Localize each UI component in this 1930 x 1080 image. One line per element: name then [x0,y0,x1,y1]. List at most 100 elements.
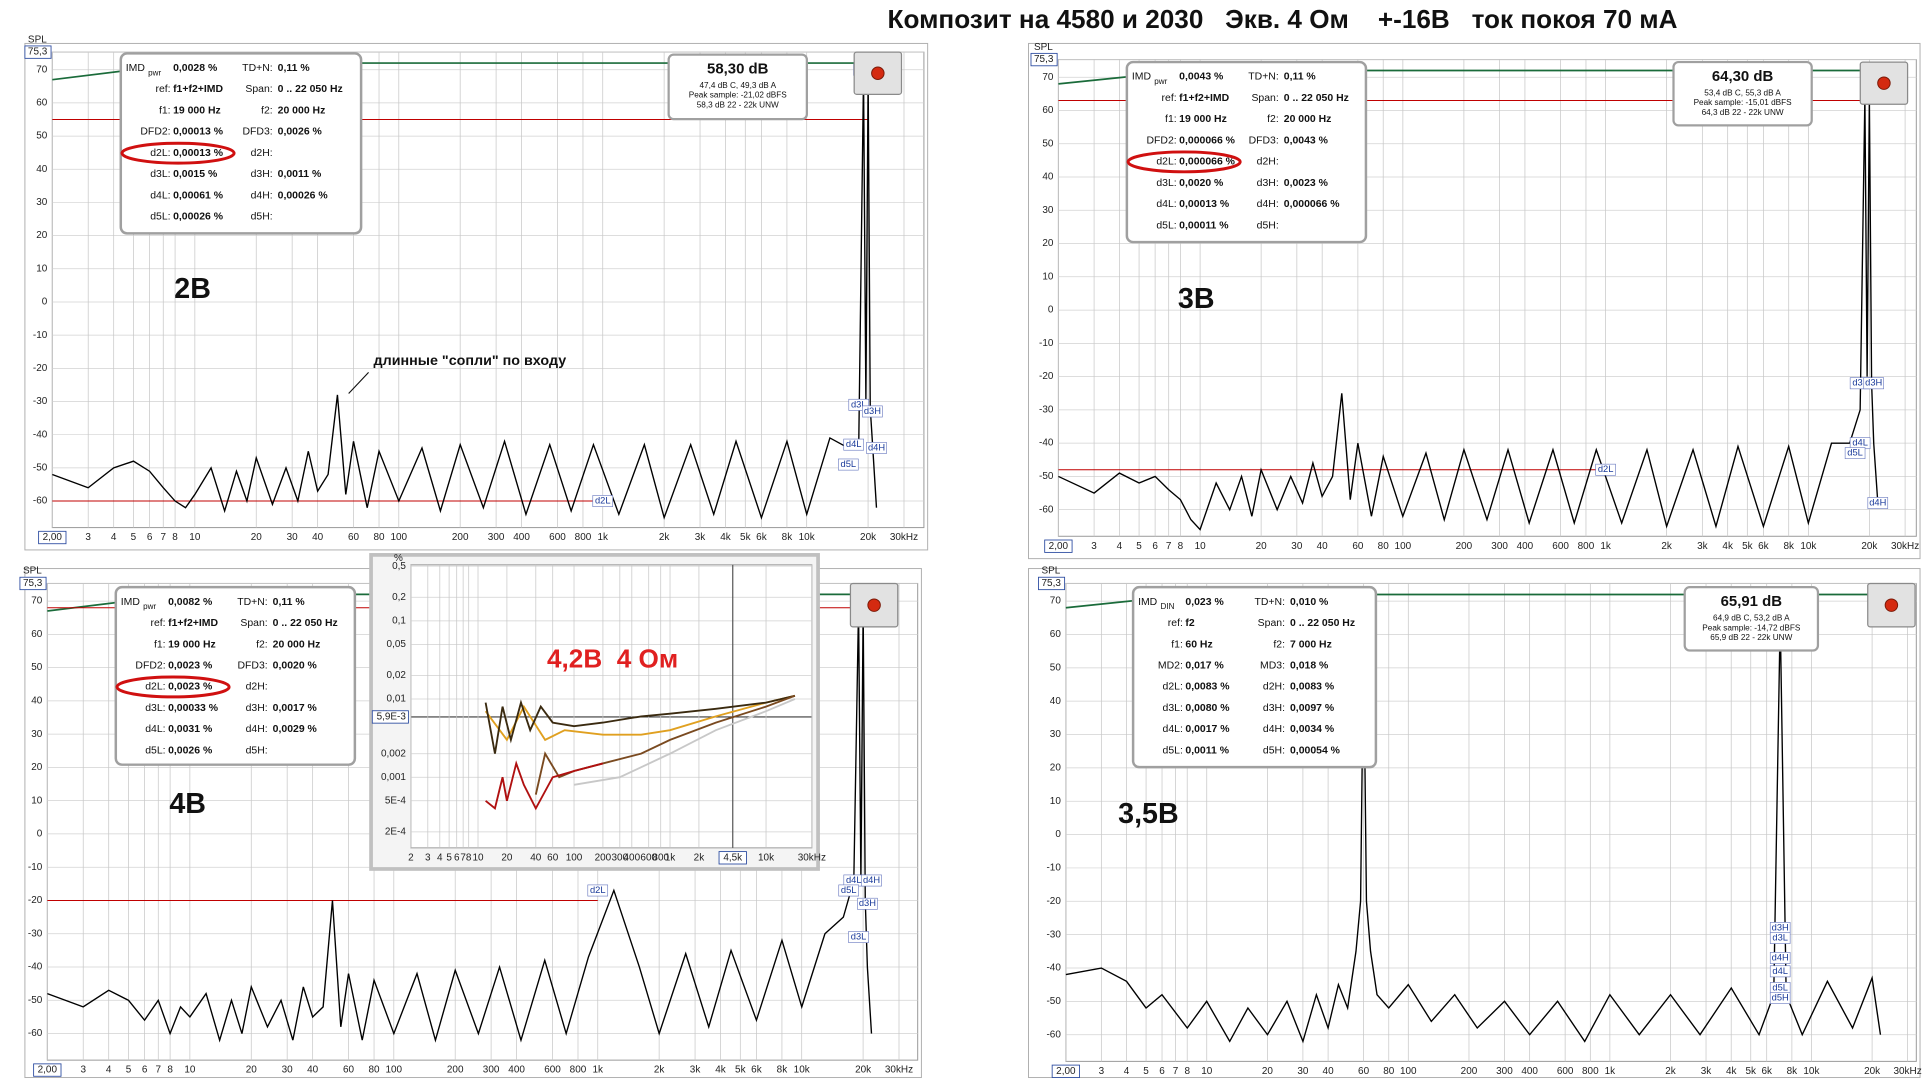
y-tick-label: 5,9E-3 [377,712,407,723]
x-tick-label: 7 [460,852,466,863]
marker-box [866,442,887,454]
y-tick-label: 40 [31,696,43,707]
info-value: 60 Hz [1185,639,1212,650]
x-tick-label: 20 [1256,541,1268,552]
y-tick-label: -50 [28,995,43,1006]
x-tick-label: 30 [287,532,299,543]
tick-box [38,530,67,545]
x-tick-label: 3k [1701,1066,1712,1077]
info-label: TD+N: [237,597,267,608]
info-label: f2: [256,639,268,650]
info-value: f1+f2+IMD [1179,93,1229,104]
tick-box [1030,52,1058,67]
info-value: 0,00026 % [278,190,328,201]
info-value: 0,0080 % [1185,703,1229,714]
info-value: 0,0023 % [168,682,212,693]
x-tick-label: 200 [1456,541,1473,552]
marker-box [1844,447,1866,460]
info-label: d2L: [1156,157,1176,168]
info-value: 0,0083 % [1290,682,1334,693]
marker-box [843,438,864,451]
info-label: ref: [155,84,170,95]
info-label: TD+N: [1255,597,1285,608]
info-value: 0,000066 % [1179,135,1235,146]
info-value: 0,11 % [278,63,310,74]
info-value: 0,0015 % [173,169,217,180]
info-value: 0,0026 % [278,127,322,138]
x-tick-label: 10k [1803,1066,1819,1077]
tick-box [718,851,747,865]
y-tick-label: -40 [1039,438,1054,449]
info-value: 0,010 % [1290,597,1328,608]
info-value: 0,0026 % [168,745,212,756]
info-label: f1: [154,639,166,650]
marker-label: d3H [1865,378,1882,388]
x-tick-label: 6k [1758,541,1769,552]
info-value: 0,00026 % [173,212,223,223]
x-tick-label: 7 [160,532,166,543]
y-tick-label: 70 [31,596,43,607]
info-label: f2: [1273,639,1285,650]
info-value: 0,0023 % [168,661,212,672]
x-tick-label: 40 [1323,1066,1335,1077]
marker-box [862,405,883,418]
info-value: 0,0023 % [1284,178,1328,189]
marker-label: d4H [1869,497,1886,507]
marker-label: d4H [1772,952,1789,962]
marker-label: d3H [864,406,881,416]
y-tick-label: 0 [1048,305,1054,316]
marker-label: d3H [1772,922,1789,932]
info-label: d3L: [1156,178,1176,189]
info-value: 0,0011 % [1185,745,1229,756]
x-tick-label: 4k [720,532,731,543]
marker-label: d4L [846,875,862,885]
y-tick-label: 0 [37,829,43,840]
spectrum [47,607,873,1043]
info-value: 20 000 Hz [1284,114,1332,125]
x-tick-label: 5 [1143,1066,1149,1077]
y-tick-label: 75,3 [23,578,43,589]
x-tick-label: 400 [624,852,641,863]
y-tick-label: 10 [31,795,43,806]
distortion-curve [484,694,796,754]
x-tick-label: 8 [167,1065,173,1076]
x-tick-label: 5 [126,1065,132,1076]
level-box [667,53,808,121]
tick-box [19,576,47,591]
y-tick-label: 10 [1042,271,1054,282]
x-tick-label: 8 [172,532,178,543]
info-label: DFD2: [1146,135,1176,146]
x-tick-label: 100 [1400,1066,1417,1077]
marker-label: d5L [841,459,857,469]
level-line: Peak sample: -21,02 dBFS [689,91,788,100]
info-label: d5L: [145,745,165,756]
info-label: f1: [1165,114,1177,125]
info-value: 0,0034 % [1290,724,1334,735]
info-box [114,585,357,766]
y-tick-label: -60 [1046,1029,1061,1040]
info-label: d3H: [1257,178,1279,189]
x-tick-label: 6k [751,1065,762,1076]
x-tick-label: 10 [1195,541,1207,552]
level-line: 64,9 dB C, 53,2 dB A [1713,613,1790,622]
marker-label: d3L [1772,932,1788,942]
info-value: 0 .. 22 050 Hz [278,84,343,95]
marker-box [861,874,882,887]
distortion-curve [534,694,796,795]
x-tick-label: 4k [1722,541,1733,552]
info-value: 19 000 Hz [173,106,221,117]
panel-label: 3,5В [1118,798,1178,830]
info-label: d3H: [1263,703,1285,714]
y-tick-label: -60 [28,1028,43,1039]
x-tick-label: 30kHz [885,1065,913,1076]
x-tick-label: 10 [1201,1066,1213,1077]
x-tick-label: 400 [1521,1066,1538,1077]
x-tick-label: 300 [483,1065,500,1076]
x-tick-label: 300 [488,532,505,543]
info-value: 0,0020 % [273,661,317,672]
info-label: Span: [1258,618,1285,629]
level-line: 53,4 dB C, 55,3 dB A [1704,88,1781,97]
x-tick-label: 7 [1173,1066,1179,1077]
x-tick-label: 200 [452,532,469,543]
x-tick-label: 10k [758,852,774,863]
